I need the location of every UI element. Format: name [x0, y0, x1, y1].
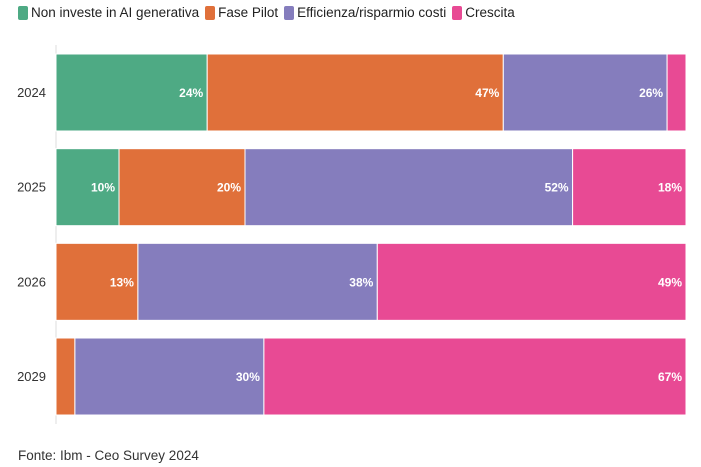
data-label-2029-2: 30% [236, 370, 260, 384]
legend-label-crescita: Crescita [465, 5, 515, 20]
legend-item-efficienza[interactable]: Efficienza/risparmio costi [284, 5, 446, 20]
data-label-2025-3: 18% [658, 181, 682, 195]
bar-segment-2025-1[interactable] [118, 148, 246, 227]
legend-label-efficienza: Efficienza/risparmio costi [297, 5, 447, 20]
legend-swatch-efficienza [284, 5, 295, 20]
legend-label-fase-pilot: Fase Pilot [218, 5, 279, 20]
stacked-bar-chart: 2024 24% 47% 26% 2025 10% 20% 52% 18% 2026 13% 38% 4… [17, 45, 687, 424]
bar-segment-2024-1[interactable] [206, 53, 504, 132]
legend-item-crescita[interactable]: Crescita [452, 5, 515, 20]
bar-segment-2025-0[interactable] [55, 148, 120, 227]
bar-segment-2026-2[interactable] [137, 242, 378, 321]
bar-segment-2029-3[interactable] [263, 337, 687, 416]
y-tick-label-2029: 2029 [17, 369, 46, 384]
legend-swatch-fase-pilot [205, 5, 216, 20]
y-tick-label-2024: 2024 [17, 85, 46, 100]
data-label-2025-0: 10% [91, 181, 115, 195]
data-label-2029-3: 67% [658, 370, 682, 384]
bar-segment-2025-3[interactable] [572, 148, 687, 227]
bar-segment-2029-2[interactable] [74, 337, 265, 416]
y-tick-label-2025: 2025 [17, 180, 46, 195]
y-tick-label-2026: 2026 [17, 274, 46, 289]
chart-legend: Non investe in AI generativa Fase Pilot … [18, 5, 515, 20]
legend-label-non-investe: Non investe in AI generativa [31, 5, 200, 20]
data-label-2026-1: 13% [110, 275, 134, 289]
bar-segment-2025-2[interactable] [244, 148, 574, 227]
data-label-2025-1: 20% [217, 181, 241, 195]
data-label-2025-2: 52% [545, 181, 569, 195]
data-label-2024-0: 24% [179, 86, 203, 100]
legend-swatch-crescita [452, 5, 463, 20]
data-label-2024-2: 26% [639, 86, 663, 100]
bar-segment-2026-1[interactable] [55, 242, 139, 321]
source-note: Fonte: Ibm - Ceo Survey 2024 [18, 448, 199, 463]
bar-segment-2024-3[interactable] [666, 53, 687, 132]
bar-segment-2024-2[interactable] [502, 53, 668, 132]
data-label-2026-2: 38% [349, 275, 373, 289]
bar-segment-2026-3[interactable] [376, 242, 687, 321]
legend-swatch-non-investe [18, 5, 28, 20]
legend-item-fase-pilot[interactable]: Fase Pilot [205, 5, 278, 20]
bar-segment-2029-1[interactable] [55, 337, 76, 416]
data-label-2026-3: 49% [658, 275, 682, 289]
data-label-2024-1: 47% [475, 86, 499, 100]
legend-item-non-investe[interactable]: Non investe in AI generativa [18, 5, 199, 20]
